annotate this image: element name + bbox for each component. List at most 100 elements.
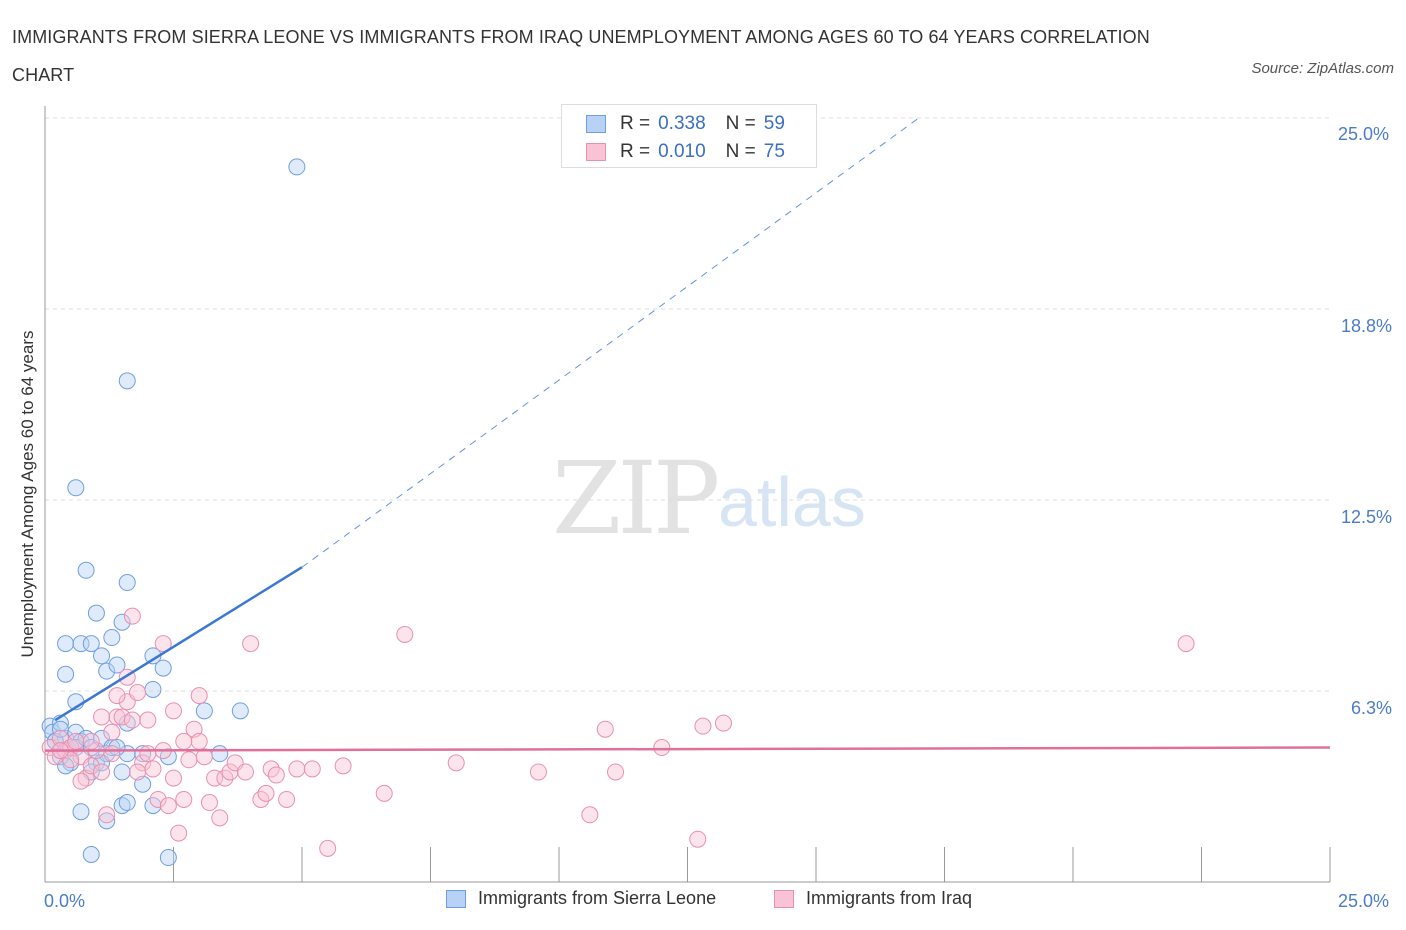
correlation-legend: R = 0.338 N = 59 R = 0.010 N = 75	[561, 104, 817, 168]
trend-line-sierra-leone	[54, 566, 303, 722]
legend-row-iraq: R = 0.010 N = 75	[586, 140, 785, 164]
point-sierra-leone-52	[82, 845, 100, 863]
point-iraq-24	[165, 769, 182, 787]
point-sierra-leone-28	[108, 656, 126, 674]
point-iraq-74	[195, 748, 213, 766]
point-iraq-27	[180, 751, 198, 769]
point-iraq-59	[123, 607, 141, 625]
point-iraq-14	[113, 708, 131, 726]
point-iraq-34	[221, 763, 239, 781]
point-iraq-46	[334, 757, 352, 775]
point-iraq-57	[714, 714, 732, 732]
point-iraq-45	[319, 839, 337, 857]
point-iraq-69	[129, 763, 147, 781]
chart-title: IMMIGRANTS FROM SIERRA LEONE VS IMMIGRAN…	[12, 27, 1150, 85]
point-sierra-leone-33	[118, 574, 136, 592]
point-iraq-56	[694, 717, 712, 735]
watermark-atlas: atlas	[718, 463, 866, 541]
legend-r-value: 0.010	[658, 141, 706, 162]
point-sierra-leone-23	[57, 635, 75, 653]
point-iraq-66	[139, 711, 157, 729]
point-iraq-52	[596, 720, 614, 738]
point-iraq-63	[93, 708, 111, 726]
point-sierra-leone-45	[98, 812, 116, 830]
x-tick-label-max: 25.0%	[1338, 891, 1390, 911]
point-sierra-leone-37	[144, 680, 162, 698]
series-legend-iraq: Immigrants from Iraq	[774, 888, 972, 909]
point-iraq-61	[108, 687, 126, 705]
legend-n-value: 59	[763, 113, 785, 134]
point-iraq-8	[82, 757, 100, 775]
series-legend-sierra-leone: Immigrants from Sierra Leone	[446, 888, 716, 909]
point-sierra-leone-43	[288, 158, 306, 176]
point-iraq-37	[242, 635, 260, 653]
series-swatch-pink	[774, 889, 794, 908]
point-iraq-55	[689, 830, 707, 848]
point-iraq-64	[82, 732, 100, 750]
series-label-sierra-leone: Immigrants from Sierra Leone	[478, 888, 717, 908]
point-iraq-25	[170, 824, 188, 842]
y-tick-label-18-8: 18.8%	[1341, 316, 1393, 336]
legend-n-label: N =	[725, 113, 756, 134]
x-tick-label-min: 0.0%	[44, 891, 86, 911]
point-sierra-leone-29	[103, 629, 121, 647]
y-tick-label-25-0: 25.0%	[1338, 124, 1390, 144]
point-iraq-42	[278, 790, 296, 808]
point-iraq-21	[149, 790, 167, 808]
point-iraq-72	[103, 745, 121, 763]
point-sierra-leone-13	[77, 729, 95, 747]
point-iraq-10	[93, 763, 111, 781]
point-sierra-leone-24	[72, 635, 90, 653]
point-iraq-30	[200, 794, 218, 812]
point-iraq-47	[375, 784, 393, 802]
point-iraq-26	[175, 790, 193, 808]
point-sierra-leone-41	[67, 479, 85, 497]
legend-swatch-pink	[586, 143, 606, 161]
legend-row-sierra-leone: R = 0.338 N = 59	[586, 112, 785, 136]
point-sierra-leone-27	[98, 662, 116, 680]
legend-n-label: N =	[725, 141, 756, 162]
point-sierra-leone-40	[211, 745, 229, 763]
point-iraq-11	[98, 806, 116, 824]
legend-r-label: R =	[620, 141, 651, 162]
point-sierra-leone-25	[82, 635, 100, 653]
point-sierra-leone-51	[159, 849, 177, 867]
point-sierra-leone-46	[113, 797, 131, 815]
y-tick-label-6-3: 6.3%	[1351, 698, 1393, 718]
legend-n-value: 75	[763, 141, 785, 162]
point-iraq-65	[72, 772, 90, 790]
legend-r-label: R =	[620, 113, 651, 134]
point-iraq-43	[288, 760, 306, 778]
point-iraq-53	[607, 763, 625, 781]
point-sierra-leone-47	[118, 794, 136, 812]
trend-line-iraq	[44, 746, 1331, 752]
watermark-zip: ZIP	[552, 440, 720, 557]
point-iraq-50	[529, 763, 547, 781]
point-iraq-5	[67, 732, 85, 750]
point-sierra-leone-44	[72, 803, 90, 821]
point-iraq-48	[396, 625, 414, 643]
point-iraq-36	[236, 763, 254, 781]
point-iraq-23	[159, 797, 177, 815]
point-iraq-18	[134, 754, 152, 772]
point-sierra-leone-38	[195, 702, 213, 720]
series-swatch-blue	[446, 889, 466, 908]
point-sierra-leone-36	[154, 659, 172, 677]
point-iraq-41	[267, 766, 285, 784]
point-iraq-51	[581, 806, 599, 824]
series-label-iraq: Immigrants from Iraq	[806, 888, 973, 908]
trend-line-sierra-leone-extension	[301, 117, 920, 568]
y-tick-label-12-5: 12.5%	[1341, 507, 1393, 527]
point-sierra-leone-26	[93, 647, 111, 665]
legend-r-value: 0.338	[658, 113, 706, 134]
point-sierra-leone-19	[113, 763, 131, 781]
point-iraq-29	[190, 687, 208, 705]
point-iraq-12	[103, 723, 121, 741]
point-sierra-leone-54	[51, 720, 69, 738]
point-iraq-67	[165, 702, 182, 720]
point-sierra-leone-42	[118, 372, 136, 390]
point-iraq-17	[129, 684, 147, 702]
point-iraq-44	[303, 760, 321, 778]
point-iraq-60	[154, 635, 172, 653]
